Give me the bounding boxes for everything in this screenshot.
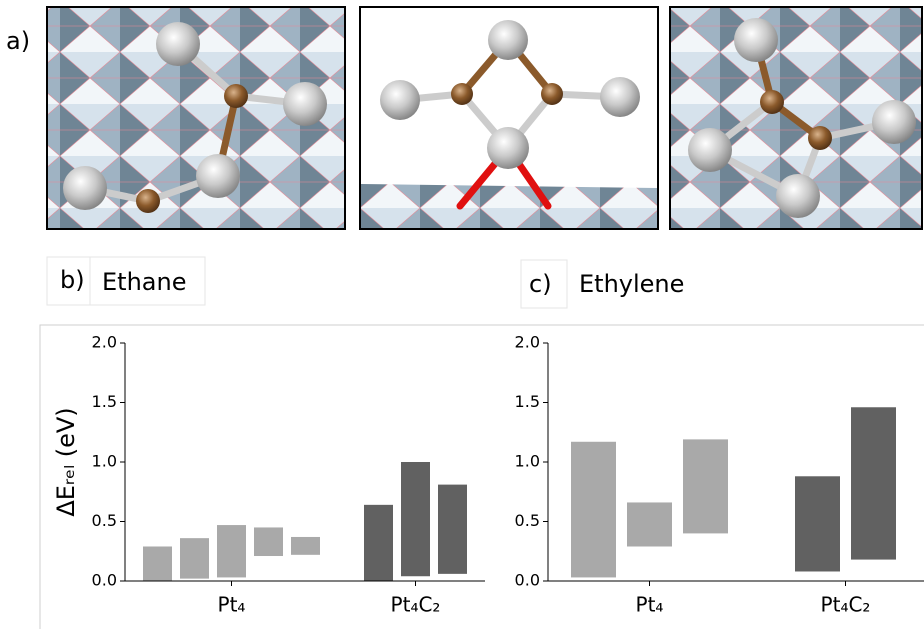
panel-title: Ethane (102, 268, 186, 296)
frame (40, 325, 924, 629)
bar (683, 439, 728, 533)
molecule-image (670, 7, 922, 229)
panel-label: c) (529, 270, 552, 298)
x-tick-label: Pt₄C₂ (391, 593, 441, 617)
molecule-image (360, 7, 658, 229)
panel-label: b) (60, 266, 85, 294)
bar (571, 442, 616, 578)
y-tick-label: 2.0 (515, 333, 540, 352)
x-tick-label: Pt₄ (218, 593, 246, 617)
y-axis-label: ΔEᵣₑₗ (eV) (52, 407, 80, 516)
x-tick-label: Pt₄ (636, 593, 664, 617)
bar (627, 502, 672, 546)
panel-title: Ethylene (579, 270, 684, 298)
bar (401, 462, 430, 576)
bar (254, 527, 283, 556)
bar (180, 538, 209, 578)
bar (364, 505, 393, 581)
y-tick-label: 0.0 (515, 571, 540, 590)
y-tick-label: 0.5 (92, 511, 117, 530)
molecule-image (47, 7, 345, 229)
y-tick-label: 0.0 (92, 571, 117, 590)
bar (851, 407, 896, 559)
y-tick-label: 0.5 (515, 511, 540, 530)
y-tick-label: 1.5 (515, 392, 540, 411)
bar (795, 476, 840, 571)
bar (217, 525, 246, 577)
panel-label: a) (6, 27, 30, 55)
figure: a) (0, 0, 924, 629)
bar (291, 537, 320, 555)
bar (143, 546, 172, 581)
y-tick-label: 2.0 (92, 333, 117, 352)
y-tick-label: 1.0 (92, 452, 117, 471)
x-tick-label: Pt₄C₂ (821, 593, 871, 617)
y-tick-label: 1.0 (515, 452, 540, 471)
bar (438, 485, 467, 574)
y-tick-label: 1.5 (92, 392, 117, 411)
